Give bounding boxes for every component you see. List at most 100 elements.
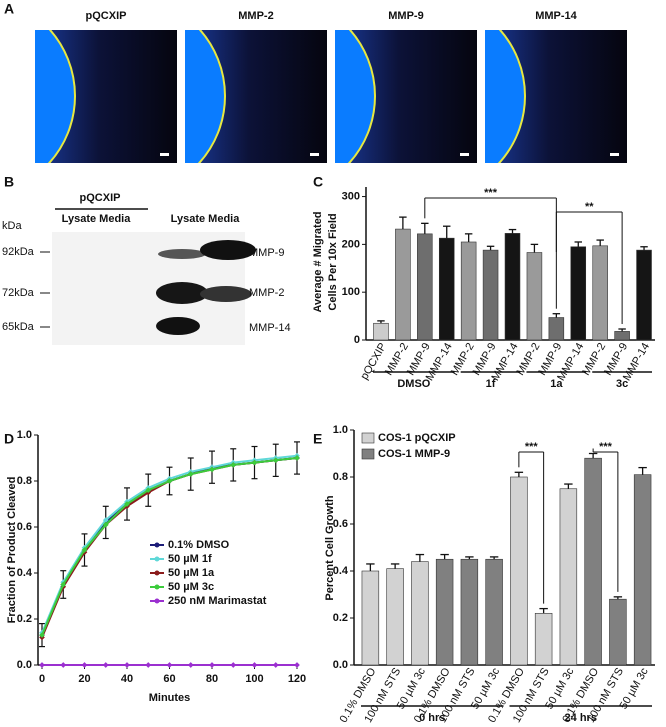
- legend-marker: [154, 584, 160, 590]
- lane-label: Lysate Media: [62, 213, 132, 225]
- legend-marker: [154, 570, 160, 576]
- y-tick-label: 0.8: [17, 475, 32, 487]
- x-axis-title: Minutes: [149, 692, 191, 704]
- y-axis-title: Cells Per 10x Field: [327, 213, 339, 310]
- y-tick-label: 0.4: [17, 567, 33, 579]
- data-point: [187, 662, 194, 668]
- bar: [636, 249, 652, 341]
- data-point: [60, 662, 67, 668]
- significance-label: **: [585, 201, 594, 213]
- marker-label: 72kDa: [2, 287, 35, 299]
- data-point: [39, 632, 45, 638]
- data-point: [272, 662, 279, 668]
- y-tick-label: 0.4: [333, 565, 349, 577]
- bar: [435, 558, 454, 666]
- group-label: DMSO: [397, 378, 430, 390]
- protein-label: MMP-2: [249, 287, 284, 299]
- data-point: [166, 478, 173, 484]
- western-blot: [52, 232, 256, 345]
- y-axis-title: Fraction of Product Cleaved: [6, 477, 18, 624]
- bar: [460, 558, 479, 666]
- marker-label: 92kDa: [2, 246, 35, 258]
- data-point: [81, 662, 88, 668]
- y-tick-label: 0.8: [333, 471, 348, 483]
- bar: [395, 228, 411, 341]
- legend-label: 0.1% DMSO: [168, 539, 230, 551]
- legend-label: 50 µM 3c: [168, 581, 214, 593]
- x-tick-label: 100: [245, 673, 263, 685]
- protein-label: MMP-9: [249, 247, 284, 259]
- bar: [592, 245, 608, 341]
- bar: [361, 570, 380, 666]
- data-point: [294, 662, 300, 668]
- legend-marker: [154, 542, 160, 548]
- data-point: [209, 466, 215, 473]
- panel-label: A: [4, 1, 14, 17]
- data-point: [187, 471, 194, 477]
- bar: [570, 246, 587, 341]
- legend-label: 50 µM 1f: [168, 553, 212, 565]
- legend-marker: [154, 556, 160, 562]
- significance-label: ***: [484, 187, 498, 199]
- y-tick-label: 200: [342, 238, 360, 250]
- protein-label: MMP-14: [249, 322, 291, 334]
- x-tick-label: 0: [39, 673, 45, 685]
- legend-swatch: [361, 432, 375, 444]
- data-point: [166, 662, 173, 668]
- significance-label: ***: [525, 441, 539, 453]
- bar: [633, 474, 652, 666]
- x-tick-label: 40: [121, 673, 133, 685]
- data-point: [230, 662, 237, 668]
- image-title: pQCXIP: [86, 10, 127, 22]
- y-tick-label: 1.0: [333, 424, 348, 436]
- bar: [373, 322, 389, 341]
- data-point: [145, 662, 152, 668]
- y-tick-label: 0.2: [333, 612, 348, 624]
- data-point: [124, 501, 130, 507]
- data-point: [102, 662, 109, 668]
- lane-label: Lysate Media: [171, 213, 241, 225]
- panel-label: D: [4, 431, 14, 447]
- data-point: [294, 455, 300, 461]
- bar: [548, 317, 565, 341]
- unit-label: kDa: [2, 220, 22, 232]
- bar: [614, 331, 630, 341]
- image-title: MMP-14: [535, 10, 577, 22]
- x-tick-label: pQCXIP: [359, 341, 390, 382]
- group-label: 0 hrs: [419, 712, 445, 724]
- data-point: [124, 662, 130, 668]
- x-tick-label: 80: [206, 673, 218, 685]
- legend-label: 50 µM 1a: [168, 567, 215, 579]
- data-point: [272, 457, 279, 464]
- bar: [482, 249, 499, 341]
- data-point: [145, 487, 152, 494]
- y-tick-label: 300: [342, 190, 360, 202]
- bar: [411, 561, 429, 666]
- data-point: [230, 462, 237, 468]
- bar: [386, 568, 404, 666]
- bar: [510, 476, 528, 666]
- legend-label: COS-1 pQCXIP: [378, 432, 456, 444]
- data-point: [209, 662, 215, 668]
- data-point: [60, 581, 67, 588]
- y-tick-label: 0.6: [17, 521, 32, 533]
- bar: [584, 457, 602, 666]
- bar: [609, 598, 627, 666]
- bar: [534, 612, 553, 666]
- panel-label: B: [4, 174, 14, 190]
- micrograph: [335, 30, 477, 163]
- y-tick-label: 0.6: [333, 518, 348, 530]
- y-axis-title: Percent Cell Growth: [324, 495, 336, 600]
- y-tick-label: 0.2: [17, 613, 32, 625]
- bar: [438, 237, 455, 341]
- y-tick-label: 0.0: [17, 659, 32, 671]
- bar: [526, 252, 543, 341]
- y-tick-label: 100: [342, 286, 360, 298]
- y-tick-label: 0: [354, 334, 360, 346]
- x-tick-label: 60: [163, 673, 175, 685]
- data-point: [102, 521, 109, 528]
- panel-label: C: [313, 174, 323, 190]
- image-title: MMP-9: [388, 10, 423, 22]
- data-point: [39, 662, 45, 668]
